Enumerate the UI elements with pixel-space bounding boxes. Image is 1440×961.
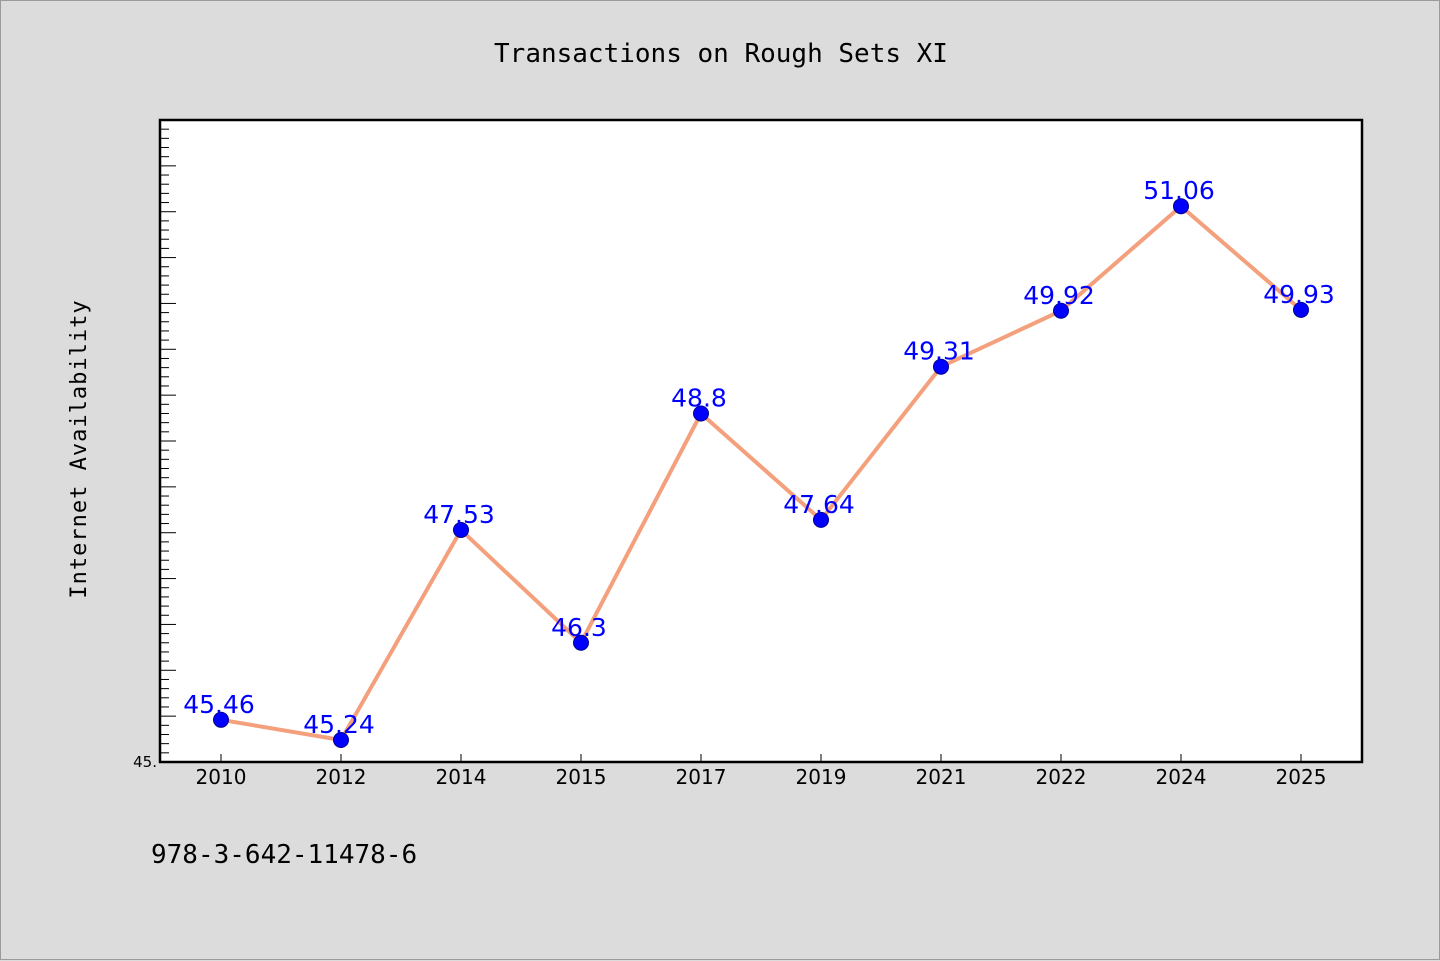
x-tick-label: 2022	[1036, 765, 1087, 789]
series-line	[220, 204, 1303, 742]
x-tick-label: 2021	[916, 765, 967, 789]
data-point	[1293, 301, 1309, 318]
x-axis-ticks: 2010 2012 2014 2015 2017 2019 2021 2022 2024 2025	[196, 754, 1327, 789]
data-label: 45.24	[303, 710, 375, 739]
plot-area	[158, 118, 1364, 764]
data-label: 49.31	[903, 337, 975, 366]
x-tick-label: 2014	[436, 765, 487, 789]
data-point	[213, 711, 229, 728]
x-tick-label: 2024	[1156, 765, 1207, 789]
data-label: 48.8	[671, 383, 727, 412]
data-label: 47.64	[783, 490, 855, 519]
data-point	[1053, 302, 1069, 319]
data-point	[453, 521, 469, 538]
data-point	[1173, 198, 1189, 215]
x-tick-label: 2015	[556, 765, 607, 789]
data-point	[333, 731, 349, 748]
x-tick-label: 2017	[676, 765, 727, 789]
data-point	[933, 358, 949, 375]
y-axis-label: Internet Availability	[67, 299, 92, 598]
data-point	[693, 405, 709, 422]
data-point	[573, 634, 589, 651]
data-label: 46.3	[551, 613, 607, 642]
data-label: 45.46	[183, 690, 255, 719]
y-axis-ticks: 45.	[133, 119, 176, 771]
data-point	[813, 511, 829, 528]
data-label: 51.06	[1143, 176, 1215, 205]
data-label: 49.93	[1263, 280, 1335, 309]
x-tick-label: 2019	[796, 765, 847, 789]
y-tick-label: 45.	[133, 753, 157, 771]
x-tick-label: 2012	[316, 765, 367, 789]
x-tick-label: 2010	[196, 765, 247, 789]
data-label: 47.53	[423, 500, 495, 529]
isbn-footer: 978-3-642-11478-6	[151, 840, 417, 870]
x-tick-label: 2025	[1276, 765, 1327, 789]
data-label-layer: 45.46 45.24 47.53 46.3 48.8 47.64 49.31 49.92 51…	[183, 176, 1335, 739]
chart-title: Transactions on Rough Sets XI	[494, 39, 948, 69]
data-label: 49.92	[1023, 281, 1095, 310]
series-layer	[213, 198, 1309, 748]
